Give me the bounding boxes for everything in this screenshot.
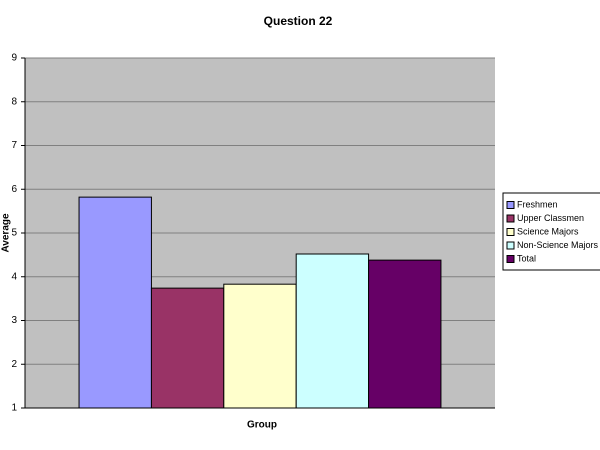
y-tick-label: 5 [11, 228, 17, 239]
legend-swatch [506, 201, 515, 209]
y-tick-label: 9 [11, 53, 17, 64]
legend-swatch [506, 255, 515, 263]
legend-label: Freshmen [517, 199, 558, 209]
y-axis-label: Average [1, 213, 12, 253]
bar [295, 253, 370, 409]
bar [223, 283, 297, 409]
legend-swatch [506, 228, 515, 236]
y-tick-label: 3 [11, 315, 17, 326]
legend-box [502, 192, 600, 271]
y-tick-label: 6 [11, 184, 17, 195]
legend-swatch [506, 214, 515, 223]
y-tick-label: 8 [11, 96, 17, 107]
legend-label: Science Majors [517, 226, 579, 236]
bar [368, 259, 442, 409]
y-tick-label: 2 [11, 359, 17, 370]
x-axis-label: Group [247, 420, 277, 431]
y-tick-label: 7 [11, 140, 17, 151]
y-tick-label: 4 [11, 271, 17, 282]
bar [78, 196, 152, 409]
legend-label: Upper Classmen [517, 213, 584, 223]
legend-label: Total [517, 253, 536, 263]
y-tick-label: 1 [11, 403, 17, 414]
bar [150, 287, 225, 409]
legend-swatch [506, 241, 515, 250]
legend-label: Non-Science Majors [517, 240, 599, 250]
chart-title: Question 22 [264, 14, 333, 28]
